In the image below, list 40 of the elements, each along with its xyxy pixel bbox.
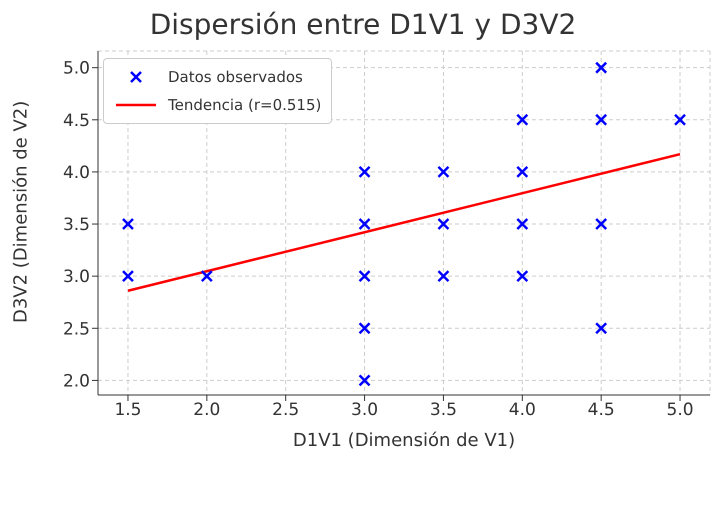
x-axis-title: D1V1 (Dimensión de V1) [292, 430, 516, 451]
point [437, 218, 450, 230]
point [594, 218, 608, 230]
chart-title: Dispersión entre D1V1 y D3V2 [148, 8, 578, 43]
x-tick-label: 1.5 [114, 400, 142, 420]
point [200, 270, 214, 282]
point [674, 114, 686, 126]
y-tick-label: 2.5 [62, 319, 90, 340]
legend-label: Datos observados [168, 68, 303, 86]
point [516, 114, 529, 126]
x-tick-label: 2.5 [272, 400, 300, 420]
x-tick-label: 3.5 [430, 400, 457, 420]
y-tick-label: 3.0 [62, 267, 90, 288]
point [437, 166, 450, 178]
point [122, 270, 134, 282]
x-tick-label: 2.0 [193, 400, 220, 420]
x-tick-label: 5.0 [666, 400, 694, 420]
y-tick-label: 5.0 [62, 58, 90, 79]
point [437, 270, 450, 282]
y-tick-label: 4.5 [62, 110, 90, 131]
y-tick-label: 3.5 [62, 215, 90, 236]
point [516, 270, 529, 282]
point [358, 270, 371, 282]
legend-label: Tendencia (r=0.515) [168, 96, 322, 114]
y-tick-label: 4.0 [62, 162, 90, 183]
y-tick-label: 2.0 [62, 371, 90, 392]
point [594, 114, 608, 126]
point [358, 374, 371, 387]
y-axis-title: D3V2 (Dimensión de V2) [10, 100, 32, 323]
point [122, 218, 134, 230]
point [516, 166, 529, 178]
point [358, 166, 371, 178]
point [594, 322, 608, 335]
point [594, 61, 608, 74]
x-tick-label: 4.5 [588, 400, 615, 420]
point [358, 218, 371, 230]
x-tick-label: 3.0 [351, 400, 378, 420]
x-tick-label: 4.0 [508, 400, 536, 420]
point [516, 218, 529, 230]
point [358, 322, 371, 335]
